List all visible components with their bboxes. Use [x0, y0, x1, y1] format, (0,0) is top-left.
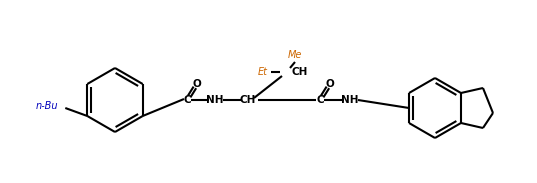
Text: O: O: [325, 79, 335, 89]
Text: NH: NH: [206, 95, 224, 105]
Text: Et: Et: [258, 67, 268, 77]
Text: CH: CH: [291, 67, 307, 77]
Text: CH: CH: [240, 95, 256, 105]
Text: Me: Me: [288, 50, 302, 60]
Text: NH: NH: [341, 95, 359, 105]
Text: n-Bu: n-Bu: [36, 101, 59, 111]
Text: C: C: [183, 95, 191, 105]
Text: O: O: [193, 79, 201, 89]
Text: C: C: [316, 95, 324, 105]
